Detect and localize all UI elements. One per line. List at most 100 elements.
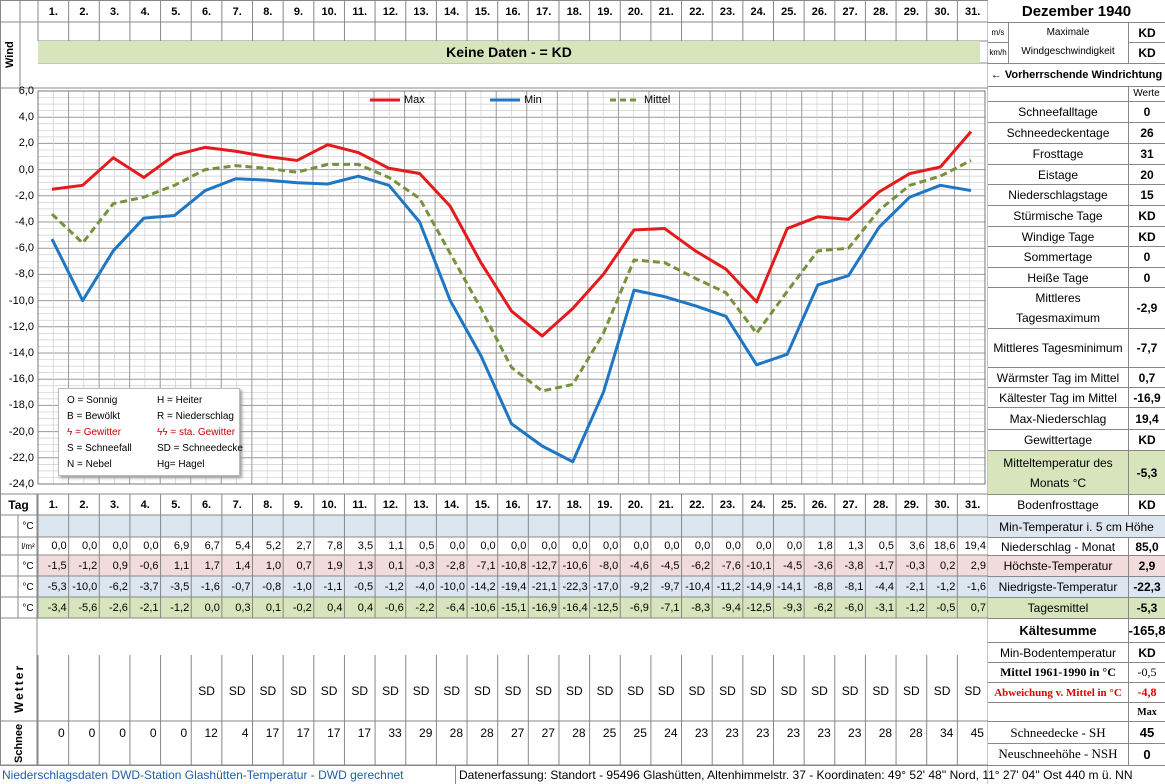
wetter-cell: SD <box>351 684 369 698</box>
day-header: 23. <box>719 5 736 18</box>
cell-precip: 3,5 <box>357 540 374 552</box>
cell-precip: 1,3 <box>848 540 864 552</box>
cell-mean: 0,0 <box>204 601 220 614</box>
y-tick-label: 4,0 <box>18 111 34 124</box>
cell-max: -7,6 <box>721 559 741 572</box>
schnee-cell: 28 <box>909 726 923 740</box>
wetter-cell: SD <box>259 684 277 698</box>
wetter-cell: SD <box>596 684 614 698</box>
cell-precip: 6,7 <box>204 540 220 552</box>
day-footer: 11. <box>352 499 368 511</box>
day-header: 24. <box>750 5 766 18</box>
cell-precip: 0,0 <box>633 540 649 552</box>
day-header: 7. <box>232 5 242 18</box>
wetter-cell: SD <box>688 684 706 698</box>
cell-min: -0,8 <box>262 580 282 593</box>
cell-max: 0,7 <box>296 559 312 572</box>
side-line <box>988 143 1165 144</box>
cell-max: -4,5 <box>783 559 803 572</box>
cell-min: -8,8 <box>813 580 833 593</box>
row-bg-ground_min <box>37 515 988 537</box>
day-footer: 8. <box>263 499 273 511</box>
tag-label: Tag <box>8 498 29 512</box>
day-header: 11. <box>352 5 368 18</box>
legend-symbol-item: ϟ = Gewitter <box>67 427 121 438</box>
month-title: Dezember 1940 <box>1021 2 1132 20</box>
cell-max: -0,3 <box>905 559 925 572</box>
stat-label: Bodenfrosttage <box>1017 498 1099 512</box>
side-line <box>988 555 1165 556</box>
y-tick-label: -20,0 <box>8 425 34 438</box>
cell-precip: 0,0 <box>786 540 803 552</box>
cell-min: -14,1 <box>777 580 803 593</box>
day-header: 31. <box>965 5 981 18</box>
stat-label: Heiße Tage <box>1027 270 1089 285</box>
side-line <box>988 618 1165 619</box>
stat-value: 0,7 <box>1138 370 1156 385</box>
row-bg-max <box>37 555 988 576</box>
cell-max: -7,1 <box>476 559 496 572</box>
cell-min: -9,7 <box>660 580 680 593</box>
y-tick-label: 2,0 <box>18 137 34 150</box>
cell-mean: 0,1 <box>265 601 282 614</box>
mittel-label: Mittel 1961-1990 in °C <box>1000 665 1116 679</box>
cell-mean: -16,9 <box>531 601 557 614</box>
side-line <box>1128 267 1129 287</box>
abweichung-value: -4,8 <box>1137 685 1157 699</box>
new-snow-label: Neuschneehöhe - NSH <box>998 746 1118 761</box>
schnee-cell: 28 <box>449 726 464 740</box>
cell-max: -1,7 <box>875 559 895 572</box>
cell-precip: 0,0 <box>51 540 67 552</box>
day-header: 25. <box>781 5 797 18</box>
cell-mean: -6,0 <box>844 601 864 614</box>
side-line <box>988 662 1165 663</box>
y-tick-label: -14,0 <box>8 347 34 359</box>
row-bg-mean <box>37 597 988 618</box>
cell-mean: -15,1 <box>501 601 527 614</box>
legend-label-min: Min <box>524 94 542 106</box>
y-tick-label: -22,0 <box>8 451 34 464</box>
cell-min: -21,1 <box>531 580 557 593</box>
side-line <box>988 367 1165 368</box>
day-header: 8. <box>263 5 273 18</box>
cell-precip: 0,0 <box>511 540 527 552</box>
cell-min: -14,9 <box>746 580 772 593</box>
day-footer: 30. <box>934 499 950 511</box>
day-footer: 24. <box>750 499 766 511</box>
cell-precip: 0,0 <box>694 540 711 552</box>
side-line <box>988 450 1165 451</box>
wetter-cell: SD <box>964 684 981 698</box>
cell-max: 1,9 <box>327 559 343 572</box>
legend-symbol-item: Hg= Hagel <box>157 459 205 470</box>
side-line <box>988 494 1165 495</box>
wetter-cell: SD <box>474 684 491 698</box>
cell-mean: -6,9 <box>629 601 649 614</box>
wetter-cell <box>99 680 130 702</box>
stat-value: 15 <box>1140 188 1154 202</box>
unit-c: °C <box>22 581 34 593</box>
cell-max: -6,2 <box>691 559 711 572</box>
day-footer: 13. <box>413 499 429 511</box>
cell-max: -10,1 <box>746 559 772 572</box>
snow-height-value: 45 <box>1139 725 1155 740</box>
side-line <box>1128 682 1129 702</box>
unit-lm2: l/m² <box>21 541 35 551</box>
cell-precip: 0,0 <box>602 540 619 552</box>
cell-precip: 5,2 <box>265 540 282 552</box>
day-header: 10. <box>321 5 337 18</box>
day-header: 14. <box>444 5 460 18</box>
day-footer: 6. <box>201 499 212 511</box>
side-line <box>1128 226 1129 246</box>
cell-mean: 0,4 <box>327 601 343 614</box>
y-tick-label: -24,0 <box>8 478 34 490</box>
mittel-value: -0,5 <box>1137 665 1157 679</box>
cell-min: -11,2 <box>716 580 741 593</box>
side-line <box>1128 23 1129 63</box>
stat-value: 0 <box>1143 105 1151 119</box>
cell-max: 0,9 <box>112 559 128 572</box>
side-line <box>1128 387 1129 407</box>
schnee-cell: 28 <box>572 726 586 740</box>
legend-symbol-item: R = Niederschlag <box>157 411 234 422</box>
cell-max: -0,3 <box>415 559 435 572</box>
wetter-cell: SD <box>811 684 828 698</box>
